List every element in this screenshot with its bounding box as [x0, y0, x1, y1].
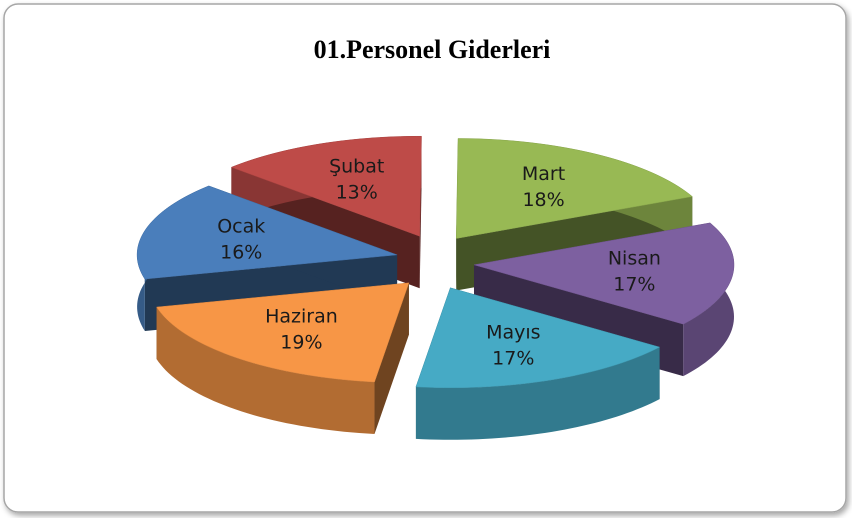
- slice: Mayıs 17%: [415, 287, 661, 440]
- slice-top: [136, 185, 398, 280]
- slice-value-label: 19%: [280, 332, 322, 354]
- slice-value-label: 16%: [220, 242, 262, 264]
- slice-value-label: 17%: [492, 347, 534, 369]
- slice-top: [230, 135, 422, 237]
- slice-category-label: Haziran: [265, 306, 338, 328]
- slice-top: [156, 282, 410, 383]
- slice-value-label: 17%: [613, 274, 655, 296]
- slice-side: [415, 347, 660, 440]
- slice-top: [415, 287, 661, 389]
- slice-category-label: Mayıs: [486, 321, 540, 343]
- slice-category-label: Ocak: [217, 216, 265, 238]
- pie: Şubat 13% Mart 18% Ocak 16% Nisan 17% Haziran 19%…: [136, 135, 735, 440]
- slice: Haziran 19%: [156, 282, 410, 434]
- chart-title: 01.Personel Giderleri: [314, 35, 551, 64]
- slice-category-label: Şubat: [329, 156, 384, 178]
- slice-side: [156, 307, 375, 434]
- slice-top: [455, 138, 693, 239]
- slice-category-label: Mart: [522, 163, 565, 185]
- slice-value-label: 13%: [336, 182, 378, 204]
- slice-value-label: 18%: [522, 189, 564, 211]
- slice-top: [473, 222, 735, 325]
- slice-category-label: Nisan: [608, 248, 661, 270]
